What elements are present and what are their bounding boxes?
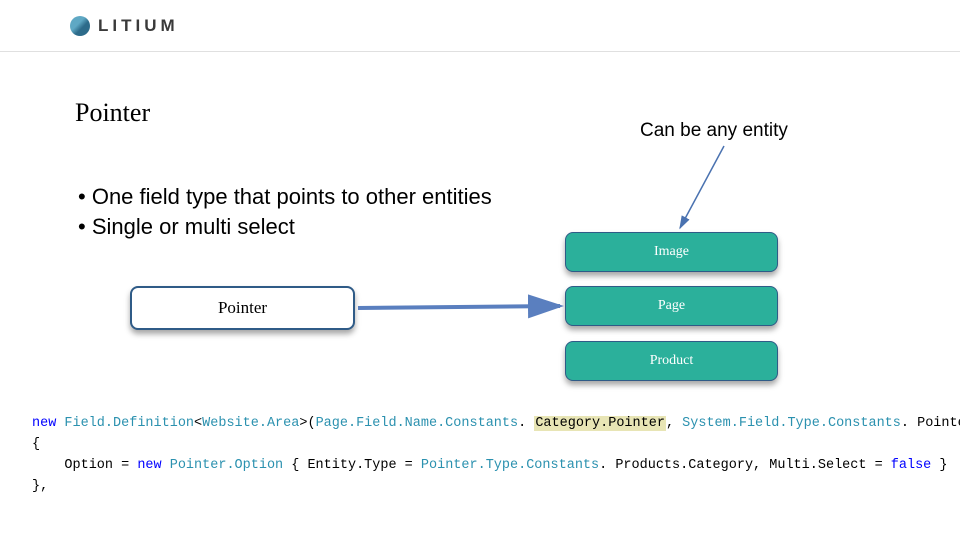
logo-bar: LITIUM — [0, 0, 960, 52]
logo-text: LITIUM — [98, 16, 179, 36]
pointer-box: Pointer — [130, 286, 355, 330]
entity-box-page: Page — [565, 286, 778, 326]
entity-box-product: Product — [565, 341, 778, 381]
bullet-list: One field type that points to other enti… — [78, 182, 492, 241]
pointer-box-label: Pointer — [218, 298, 267, 318]
callout-text: Can be any entity — [640, 120, 788, 142]
bullet-item: One field type that points to other enti… — [78, 182, 492, 212]
bullet-item: Single or multi select — [78, 212, 492, 242]
code-snippet: new Field.Definition<Website.Area>(Page.… — [32, 414, 928, 498]
entity-box-image: Image — [565, 232, 778, 272]
logo-icon — [70, 16, 90, 36]
entity-label: Page — [658, 298, 685, 314]
entity-label: Product — [650, 353, 694, 369]
slide-title: Pointer — [75, 98, 150, 128]
entity-label: Image — [654, 244, 689, 260]
